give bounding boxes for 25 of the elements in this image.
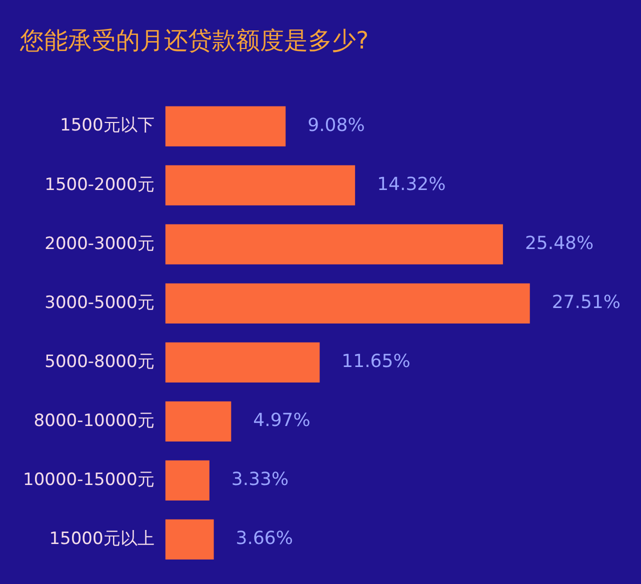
data-label: 27.51% [552, 292, 620, 314]
y-tick-label: 1500元以下 [60, 116, 154, 136]
bar [165, 401, 232, 442]
y-tick-label: 10000-15000元 [22, 470, 154, 490]
bar [165, 519, 214, 560]
data-label: 4.97% [253, 410, 310, 432]
data-label: 25.48% [524, 233, 594, 254]
bar [165, 342, 320, 382]
y-tick-label: 8000-10000元 [34, 410, 154, 431]
y-tick-label: 3000-5000元 [44, 292, 154, 313]
bar [165, 460, 210, 501]
chart-title: 您能承受的月还贷款额度是多少? [19, 26, 369, 55]
data-label: 11.65% [342, 351, 410, 372]
y-tick-label: 2000-3000元 [44, 234, 154, 254]
data-label: 9.08% [308, 114, 365, 136]
y-tick-label: 5000-8000元 [44, 352, 154, 372]
bar [165, 224, 503, 264]
bar [165, 165, 356, 206]
bar [165, 106, 286, 146]
bar [165, 283, 530, 324]
data-label: 14.32% [377, 174, 446, 196]
y-tick-label: 15000元以上 [49, 528, 154, 549]
data-label: 3.33% [231, 469, 289, 490]
y-tick-label: 1500-2000元 [44, 174, 154, 195]
data-label: 3.66% [236, 528, 293, 550]
